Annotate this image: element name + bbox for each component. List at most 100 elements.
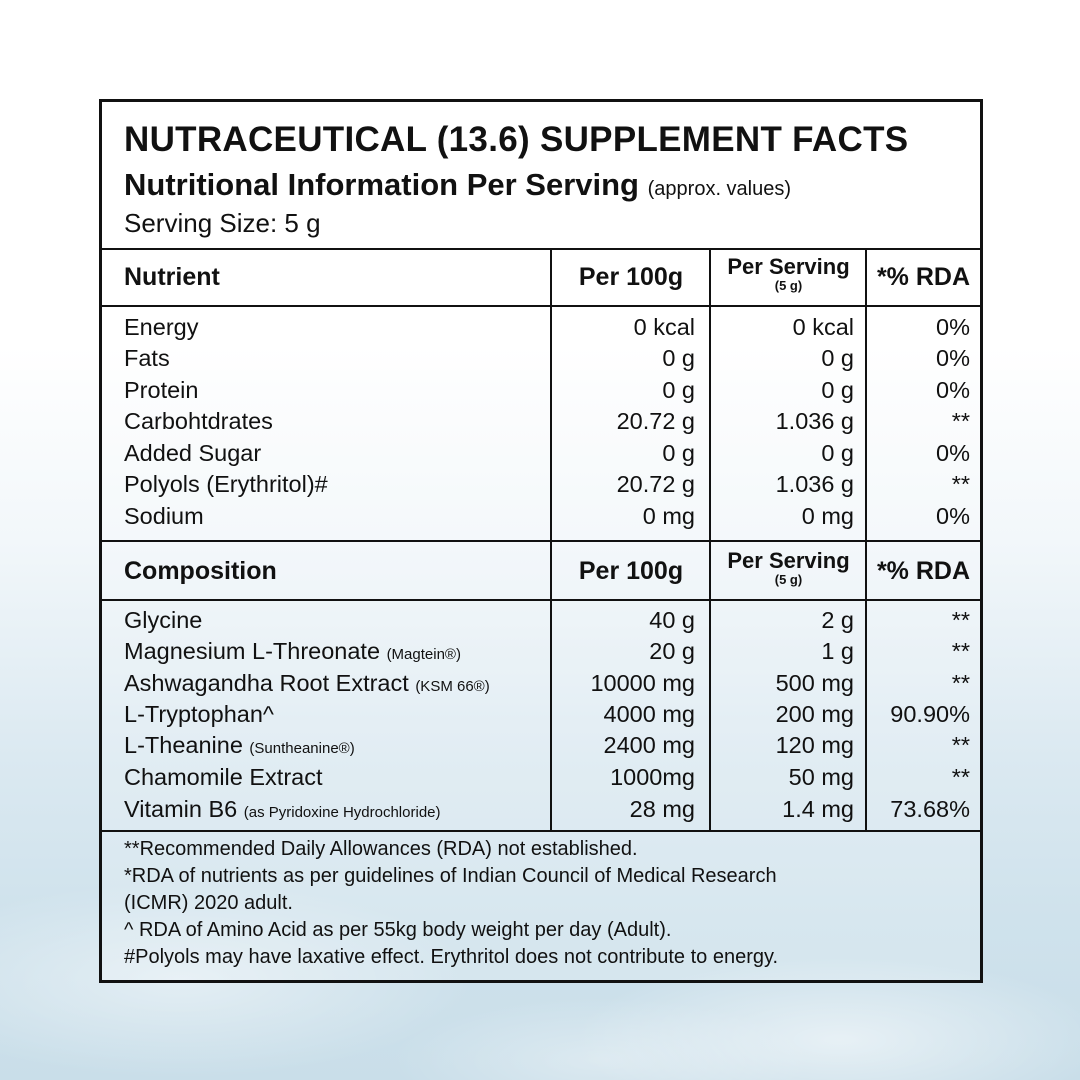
nutrient-name: Carbohtdrates	[124, 408, 273, 434]
composition-row: L-Tryptophan^ 4000 mg 200 mg 90.90%	[102, 699, 980, 730]
per-serving-sub: (5 g)	[774, 278, 803, 293]
footnote: #Polyols may have laxative effect. Eryth…	[124, 946, 779, 968]
per100-header: Per 100g	[578, 557, 684, 585]
ingredient-per100: 10000 mg	[590, 670, 695, 696]
nutrient-per100: 0 g	[662, 345, 695, 371]
ingredient-per-serving: 120 mg	[775, 732, 854, 758]
ingredient-label: Vitamin B6	[124, 796, 238, 822]
nutrient-header: Nutrient	[124, 263, 220, 291]
facts-title: NUTRACEUTICAL (13.6) SUPPLEMENT FACTS	[124, 120, 909, 159]
ingredient-per-serving: 200 mg	[775, 701, 854, 727]
nutrient-per100: 0 mg	[642, 503, 695, 529]
ingredient-label: L-Theanine	[124, 732, 243, 758]
nutrient-per100: 0 g	[662, 377, 695, 403]
nutrient-name: Energy	[124, 314, 199, 340]
per-serving-header: Per Serving (5 g)	[711, 254, 866, 294]
nutrient-per100: 0 kcal	[633, 314, 695, 340]
nutrient-per-serving: 0 g	[821, 345, 854, 371]
footnote: (ICMR) 2020 adult.	[124, 892, 293, 914]
nutrient-name: Fats	[124, 345, 170, 371]
ingredient-rda: 90.90%	[890, 701, 970, 727]
composition-row: Vitamin B6 (as Pyridoxine Hydrochloride)…	[102, 794, 980, 825]
nutrient-row: Carbohtdrates 20.72 g 1.036 g **	[102, 406, 980, 437]
nutrient-row: Protein 0 g 0 g 0%	[102, 375, 980, 406]
composition-header: Composition	[124, 557, 277, 585]
ingredient-label: Ashwagandha Root Extract	[124, 670, 409, 696]
nutrient-row: Energy 0 kcal 0 kcal 0%	[102, 312, 980, 343]
ingredient-per-serving: 1 g	[821, 638, 854, 664]
rda-header: *% RDA	[876, 263, 971, 291]
per-serving-sub: (5 g)	[774, 572, 803, 587]
subtitle-text: Nutritional Information Per Serving	[124, 167, 639, 202]
nutrient-row: Fats 0 g 0 g 0%	[102, 343, 980, 374]
footnotes: **Recommended Daily Allowances (RDA) not…	[124, 836, 778, 971]
serving-size: Serving Size: 5 g	[124, 208, 321, 238]
ingredient-label: Glycine	[124, 607, 203, 633]
ingredient-note: (as Pyridoxine Hydrochloride)	[243, 804, 441, 821]
per100-header: Per 100g	[578, 263, 684, 291]
ingredient-name: Glycine	[124, 605, 202, 639]
ingredient-per-serving: 500 mg	[775, 670, 854, 696]
footnote: ^ RDA of Amino Acid as per 55kg body wei…	[124, 919, 672, 941]
nutrient-name: Added Sugar	[124, 440, 262, 466]
ingredient-name: L-Tryptophan^	[124, 699, 274, 733]
nutrient-rda: **	[951, 408, 970, 434]
nutrient-row: Sodium 0 mg 0 mg 0%	[102, 501, 980, 532]
ingredient-rda: **	[951, 638, 970, 664]
composition-row: Ashwagandha Root Extract (KSM 66®) 10000 …	[102, 668, 980, 699]
supplement-facts-panel: NUTRACEUTICAL (13.6) SUPPLEMENT FACTS Nu…	[99, 99, 983, 983]
ingredient-name: L-Theanine (Suntheanine®)	[124, 730, 355, 764]
ingredient-per100: 4000 mg	[603, 701, 695, 727]
per-serving-label: Per Serving	[727, 254, 850, 279]
nutrient-per-serving: 0 mg	[801, 503, 854, 529]
row-divider	[102, 305, 980, 307]
composition-row: Magnesium L-Threonate (Magtein®) 20 g 1 g *…	[102, 636, 980, 667]
ingredient-label: L-Tryptophan^	[124, 701, 274, 727]
ingredient-per100: 2400 mg	[603, 732, 695, 758]
row-divider	[102, 540, 980, 542]
ingredient-rda: **	[951, 670, 970, 696]
rda-header: *% RDA	[876, 557, 971, 585]
nutrient-rda: 0%	[936, 314, 970, 340]
ingredient-per100: 20 g	[649, 638, 695, 664]
ingredient-per100: 28 mg	[629, 796, 695, 822]
ingredient-note: (Magtein®)	[386, 646, 461, 663]
footnote: *RDA of nutrients as per guidelines of I…	[124, 865, 777, 887]
per-serving-label: Per Serving	[727, 548, 850, 573]
nutrient-row: Polyols (Erythritol)# 20.72 g 1.036 g **	[102, 469, 980, 500]
ingredient-name: Vitamin B6 (as Pyridoxine Hydrochloride)	[124, 794, 441, 828]
nutrient-rda: 0%	[936, 440, 970, 466]
ingredient-per-serving: 1.4 mg	[782, 796, 854, 822]
nutrient-row: Added Sugar 0 g 0 g 0%	[102, 438, 980, 469]
nutrient-per-serving: 1.036 g	[775, 471, 854, 497]
nutrient-rda: 0%	[936, 345, 970, 371]
nutrient-rda: **	[951, 471, 970, 497]
ingredient-name: Magnesium L-Threonate (Magtein®)	[124, 636, 461, 670]
ingredient-name: Ashwagandha Root Extract (KSM 66®)	[124, 668, 490, 702]
row-divider	[102, 830, 980, 832]
ingredient-rda: 73.68%	[890, 796, 970, 822]
nutrient-name: Protein	[124, 377, 199, 403]
nutrient-rda: 0%	[936, 377, 970, 403]
ingredient-note: (Suntheanine®)	[249, 740, 355, 757]
nutrient-rda: 0%	[936, 503, 970, 529]
ingredient-label: Magnesium L-Threonate	[124, 638, 381, 664]
nutrient-per100: 20.72 g	[616, 408, 695, 434]
ingredient-name: Chamomile Extract	[124, 762, 323, 796]
composition-row: L-Theanine (Suntheanine®) 2400 mg 120 mg **	[102, 730, 980, 761]
nutrient-per-serving: 0 kcal	[792, 314, 854, 340]
row-divider	[102, 599, 980, 601]
nutrient-per-serving: 0 g	[821, 377, 854, 403]
ingredient-note: (KSM 66®)	[415, 678, 490, 695]
ingredient-label: Chamomile Extract	[124, 764, 323, 790]
subtitle-note: (approx. values)	[647, 178, 792, 200]
nutrient-per100: 0 g	[662, 440, 695, 466]
nutrient-per100: 20.72 g	[616, 471, 695, 497]
ingredient-per-serving: 2 g	[821, 607, 854, 633]
ingredient-per100: 40 g	[649, 607, 695, 633]
nutrient-name: Sodium	[124, 503, 204, 529]
ingredient-rda: **	[951, 764, 970, 790]
ingredient-per-serving: 50 mg	[788, 764, 854, 790]
sky-background	[0, 560, 1080, 1080]
nutrient-name: Polyols (Erythritol)#	[124, 471, 328, 497]
